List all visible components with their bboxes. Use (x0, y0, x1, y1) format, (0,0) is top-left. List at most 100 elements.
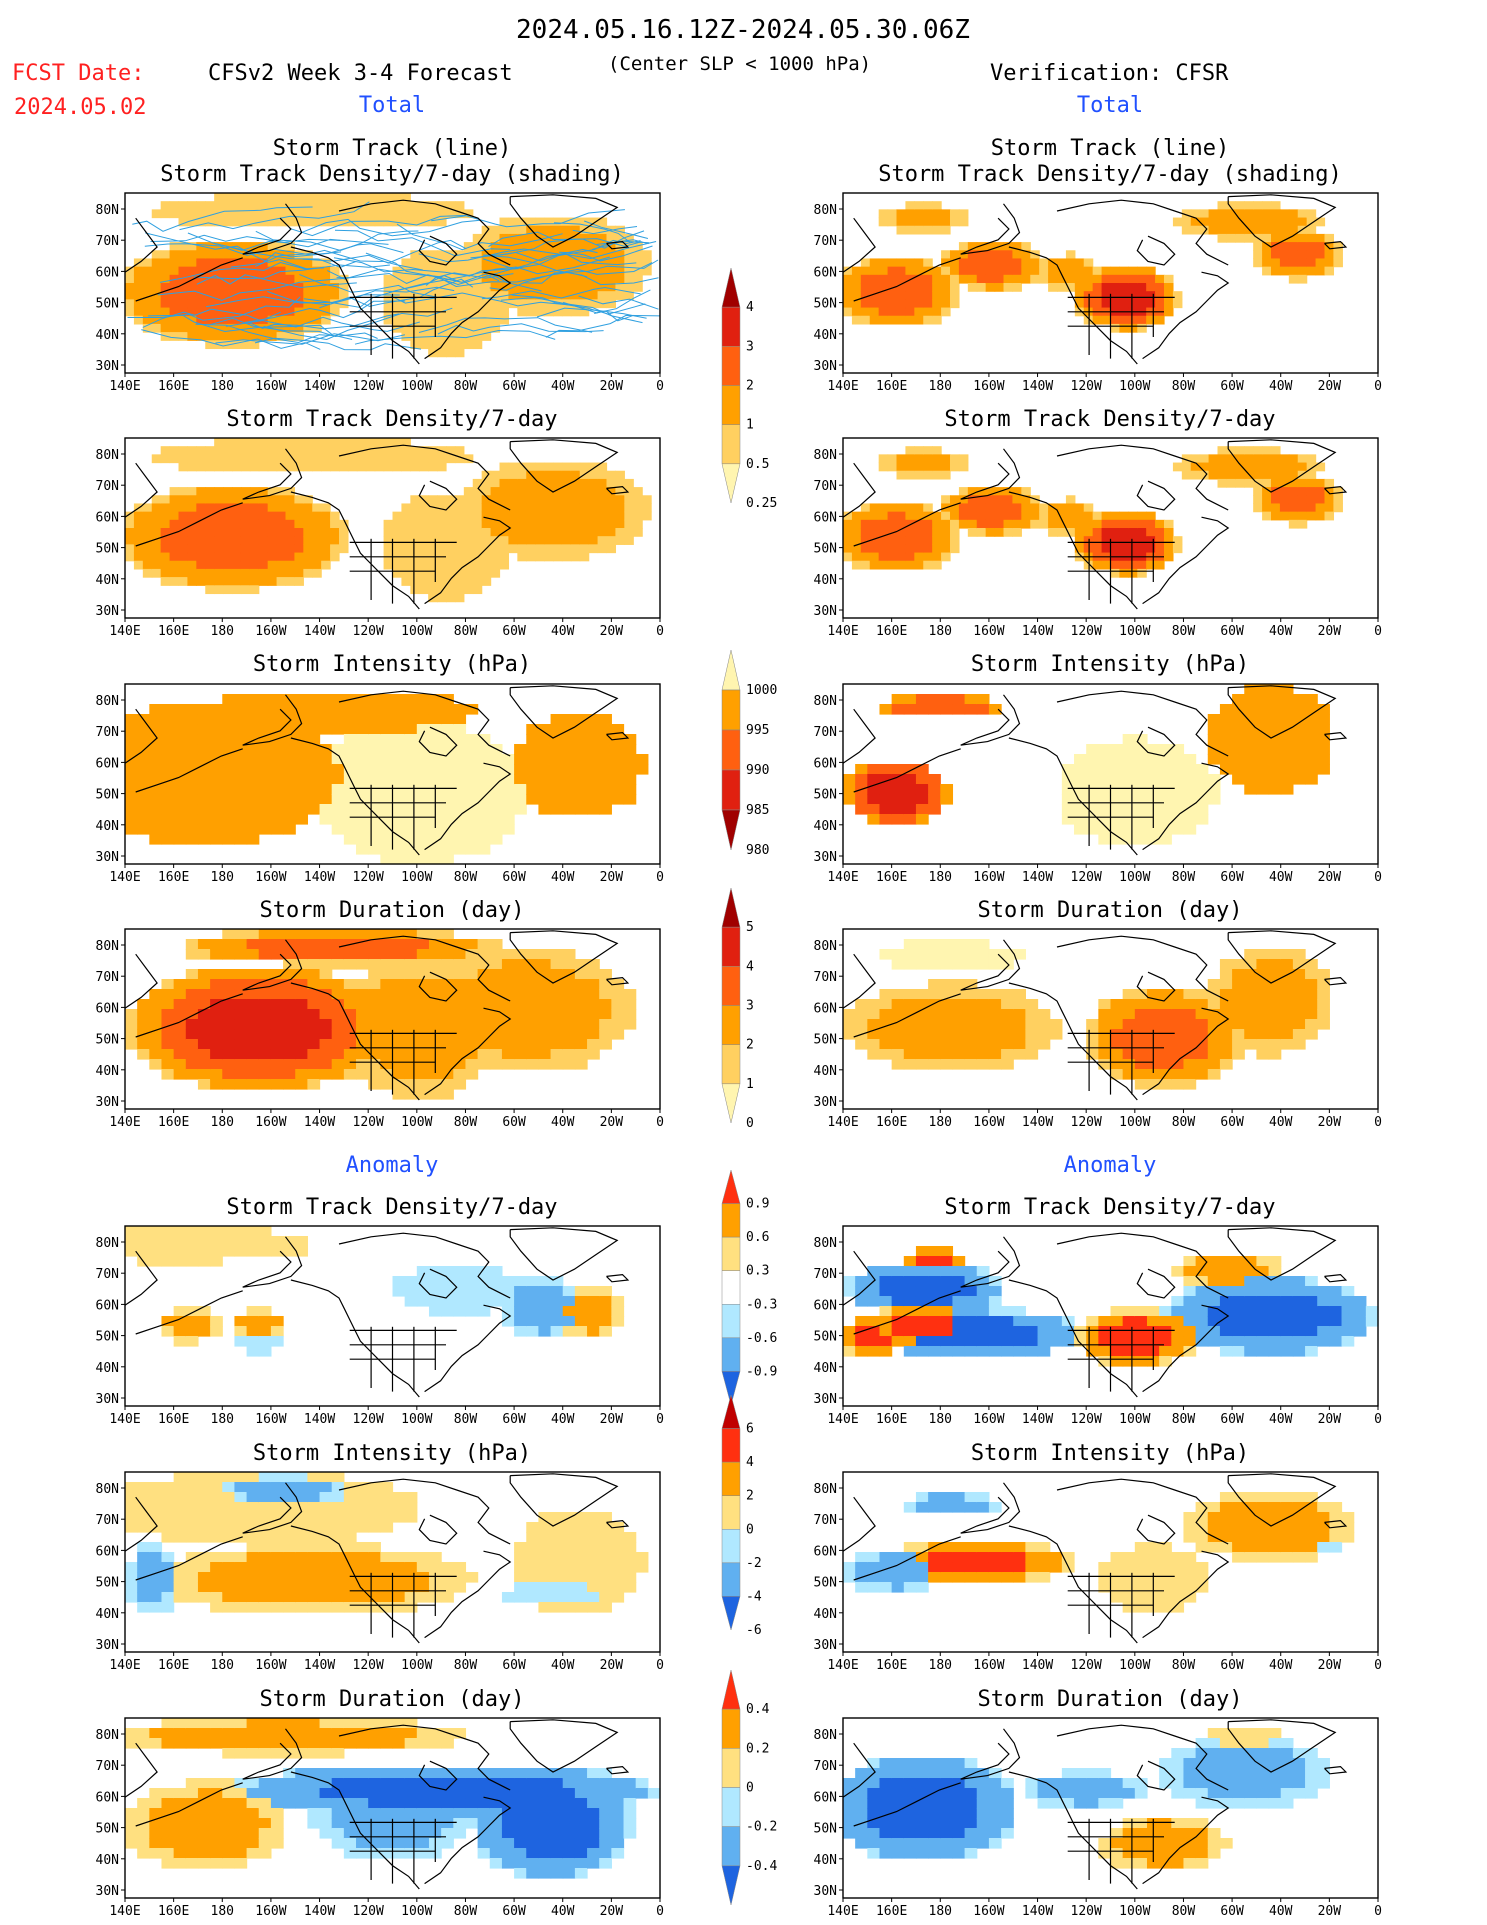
heatmap-cell (187, 511, 197, 521)
heatmap-cell (125, 528, 135, 537)
heatmap-cell (1268, 1326, 1282, 1337)
heatmap-cell (214, 552, 224, 562)
heatmap-cell (1146, 519, 1156, 529)
heatmap-cell (1305, 1306, 1318, 1317)
lat-tick-label: 40N (814, 819, 837, 834)
heatmap-cell (932, 536, 942, 545)
heatmap-cell (392, 528, 403, 537)
heatmap-cell (1219, 1059, 1233, 1070)
heatmap-cell (501, 1029, 515, 1040)
heatmap-cell (294, 511, 304, 521)
heatmap-cell (1098, 754, 1112, 765)
heatmap-cell (914, 560, 924, 570)
heatmap-cell (270, 999, 284, 1010)
heatmap-cell (294, 299, 304, 309)
heatmap-cell (160, 307, 171, 317)
heatmap-cell (392, 1029, 406, 1040)
heatmap-cell (205, 577, 215, 586)
coastline (1056, 444, 1229, 511)
heatmap-cell (1137, 519, 1147, 529)
heatmap-cell (1183, 1069, 1197, 1080)
heatmap-cell (599, 969, 612, 980)
heatmap-cell (463, 536, 474, 545)
heatmap-cell (258, 519, 269, 529)
heatmap-cell (587, 714, 600, 725)
heatmap-cell (441, 1059, 454, 1070)
coastline (418, 971, 458, 1002)
heatmap-cell (1262, 470, 1272, 480)
heatmap-cell (891, 1306, 905, 1317)
heatmap-cell (574, 1039, 588, 1050)
heatmap-cell (1128, 283, 1138, 292)
heatmap-cell (453, 1266, 467, 1277)
heatmap-cell (1268, 1316, 1282, 1327)
heatmap-cell (125, 1009, 138, 1020)
heatmap-cell (307, 724, 321, 735)
coastline (124, 953, 158, 1009)
heatmap-cell (1292, 949, 1306, 960)
heatmap-cell (1305, 969, 1318, 980)
heatmap-cell (481, 577, 492, 586)
heatmap-cell (446, 585, 456, 595)
heatmap-cell (312, 552, 322, 562)
heatmap-cell (319, 969, 333, 980)
heatmap-cell (1324, 487, 1335, 496)
heatmap-cell (1137, 315, 1147, 325)
heatmap-cell (1003, 250, 1014, 260)
heatmap-cell (160, 315, 171, 325)
storm-track-line (578, 295, 659, 310)
heatmap-cell (283, 1009, 296, 1020)
heatmap-cell (173, 989, 187, 1000)
heatmap-cell (903, 1326, 917, 1337)
heatmap-cell (392, 1069, 406, 1080)
heatmap-cell (633, 242, 643, 251)
heatmap-cell (173, 1226, 187, 1237)
heatmap-cell (477, 979, 491, 990)
coastline (1227, 194, 1337, 248)
heatmap-cell (392, 774, 406, 785)
heatmap-cell (196, 250, 206, 260)
heatmap-cell (574, 724, 588, 735)
heatmap-cell (1279, 470, 1290, 480)
heatmap-cell (574, 1296, 588, 1307)
heatmap-cell (453, 814, 467, 825)
coastline (124, 1250, 158, 1306)
heatmap-cell (454, 446, 465, 455)
heatmap-cell (173, 1039, 187, 1050)
heatmap-cell (246, 824, 260, 835)
heatmap-cell (267, 307, 278, 317)
heatmap-cell (1226, 454, 1236, 464)
heatmap-cell (453, 939, 467, 950)
heatmap-cell (142, 291, 153, 300)
heatmap-cell (1232, 1286, 1245, 1297)
heatmap-cell (599, 1019, 612, 1030)
heatmap-cell (623, 989, 637, 1000)
heatmap-cell (1122, 764, 1136, 775)
heatmap-cell (1021, 503, 1031, 513)
heatmap-cell (295, 1246, 308, 1257)
heatmap-cell (465, 814, 479, 825)
heatmap-cell (891, 704, 905, 715)
heatmap-cell (267, 568, 278, 578)
heatmap-cell (574, 989, 588, 1000)
heatmap-cell (499, 299, 510, 309)
heatmap-cell (258, 511, 269, 521)
lat-tick-label: 40N (96, 328, 119, 343)
heatmap-cell (307, 774, 321, 785)
heatmap-cell (267, 438, 278, 447)
heatmap-cell (1110, 1029, 1124, 1040)
heatmap-cell (465, 704, 479, 715)
heatmap-cell (952, 949, 966, 960)
heatmap-cell (319, 744, 333, 755)
heatmap-cell (526, 784, 540, 795)
heatmap-cell (477, 754, 491, 765)
heatmap-cell (294, 307, 304, 317)
heatmap-cell (526, 552, 536, 562)
heatmap-cell (283, 969, 296, 980)
heatmap-cell (550, 1039, 564, 1050)
heatmap-cell (1134, 1039, 1148, 1050)
heatmap-cell (285, 560, 296, 570)
heatmap-cell (267, 332, 278, 341)
heatmap-cell (1122, 794, 1136, 805)
heatmap-cell (623, 1019, 637, 1030)
